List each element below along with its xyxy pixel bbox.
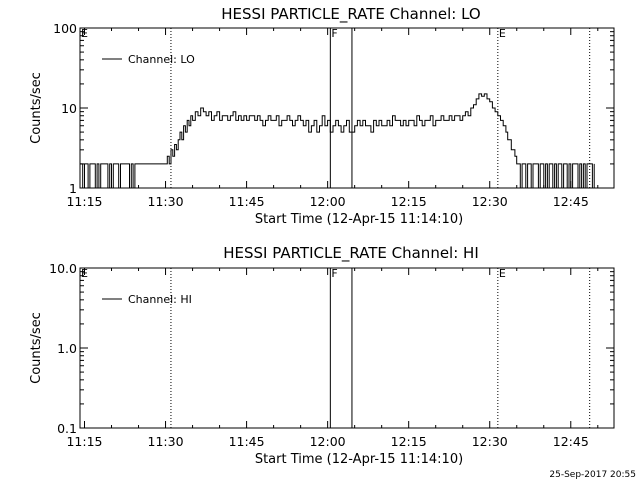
x-tick-label: 12:15 — [391, 434, 427, 449]
x-tick-label: 11:15 — [66, 434, 102, 449]
series-line — [80, 93, 595, 189]
x-tick-label: 11:15 — [66, 194, 102, 209]
x-tick-label: 12:45 — [553, 194, 589, 209]
lo-channel-panel: HESSI PARTICLE_RATE Channel: LO Start Tim… — [29, 5, 615, 227]
y-tick-label: 0.1 — [57, 421, 77, 436]
x-tick-label: 12:30 — [472, 194, 508, 209]
chart-title: HESSI PARTICLE_RATE Channel: LO — [221, 5, 480, 24]
y-tick-label: 10 — [61, 101, 77, 116]
x-tick-label: 12:00 — [310, 194, 346, 209]
event-marker-label: F — [331, 27, 337, 40]
y-tick-label: 10.0 — [49, 261, 77, 276]
x-tick-label: 12:45 — [553, 434, 589, 449]
x-tick-label: 11:45 — [229, 194, 265, 209]
event-marker-label: E — [499, 267, 506, 280]
event-marker-label: E — [499, 27, 506, 40]
x-tick-label: 12:30 — [472, 434, 508, 449]
y-tick-label: 1 — [69, 181, 77, 196]
edge-marker-label: E — [81, 267, 88, 280]
hi-channel-panel: HESSI PARTICLE_RATE Channel: HI Start Tim… — [29, 244, 615, 467]
edge-marker-label: E — [81, 27, 88, 40]
x-tick-label: 12:15 — [391, 194, 427, 209]
chart-title: HESSI PARTICLE_RATE Channel: HI — [223, 244, 479, 263]
x-tick-label: 11:30 — [148, 434, 184, 449]
x-axis-label: Start Time (12-Apr-15 11:14:10) — [255, 452, 463, 467]
legend-label: Channel: HI — [128, 293, 192, 306]
event-marker-label: F — [331, 267, 337, 280]
y-tick-label: 1.0 — [57, 341, 77, 356]
x-tick-label: 11:45 — [229, 434, 265, 449]
x-tick-label: 12:00 — [310, 434, 346, 449]
generation-timestamp: 25-Sep-2017 20:55 — [549, 470, 636, 480]
y-tick-label: 100 — [53, 21, 77, 36]
plot-frame — [79, 267, 615, 429]
x-axis-label: Start Time (12-Apr-15 11:14:10) — [255, 212, 463, 227]
legend-label: Channel: LO — [128, 53, 195, 66]
x-tick-label: 11:30 — [148, 194, 184, 209]
y-axis-label: Counts/sec — [29, 312, 44, 384]
y-axis-label: Counts/sec — [29, 72, 44, 144]
